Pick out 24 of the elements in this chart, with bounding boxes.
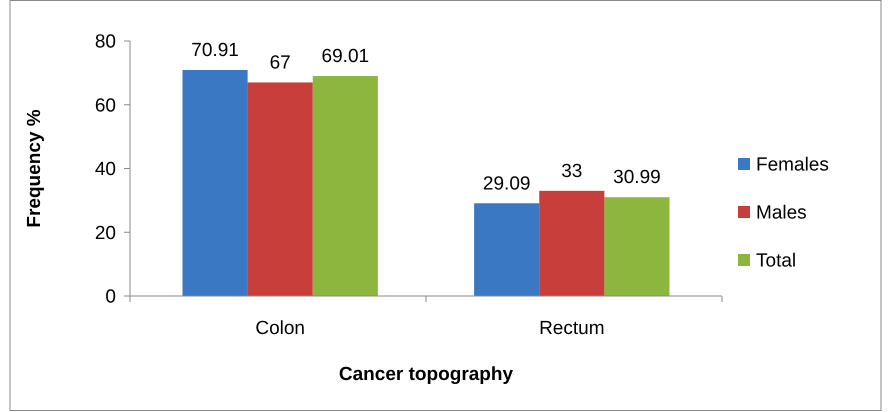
- bar: [474, 203, 540, 296]
- bar: [312, 76, 378, 296]
- bar: [539, 190, 604, 296]
- data-label: 30.99: [613, 167, 661, 188]
- data-label: 33: [561, 160, 582, 182]
- data-label: 67: [270, 52, 291, 74]
- bar: [604, 197, 670, 296]
- bar: [248, 82, 313, 296]
- y-axis-title: Frequency %: [24, 109, 45, 228]
- data-label: 70.91: [191, 40, 239, 61]
- y-tick-label: 40: [94, 159, 116, 180]
- x-axis-title: Cancer topography: [338, 364, 514, 385]
- x-tick-label: Colon: [255, 318, 306, 339]
- data-label: 29.09: [482, 173, 530, 194]
- y-tick-label: 60: [94, 95, 116, 116]
- legend-label: Males: [756, 202, 807, 224]
- y-tick-label: 20: [94, 222, 116, 244]
- x-tick-label: Rectum: [539, 318, 605, 339]
- y-tick-label: 0: [105, 286, 116, 308]
- y-tick-label: 80: [94, 32, 116, 53]
- data-label: 69.01: [322, 46, 370, 68]
- legend-label: Females: [756, 154, 829, 176]
- bar: [182, 70, 248, 296]
- legend-label: Total: [756, 250, 796, 272]
